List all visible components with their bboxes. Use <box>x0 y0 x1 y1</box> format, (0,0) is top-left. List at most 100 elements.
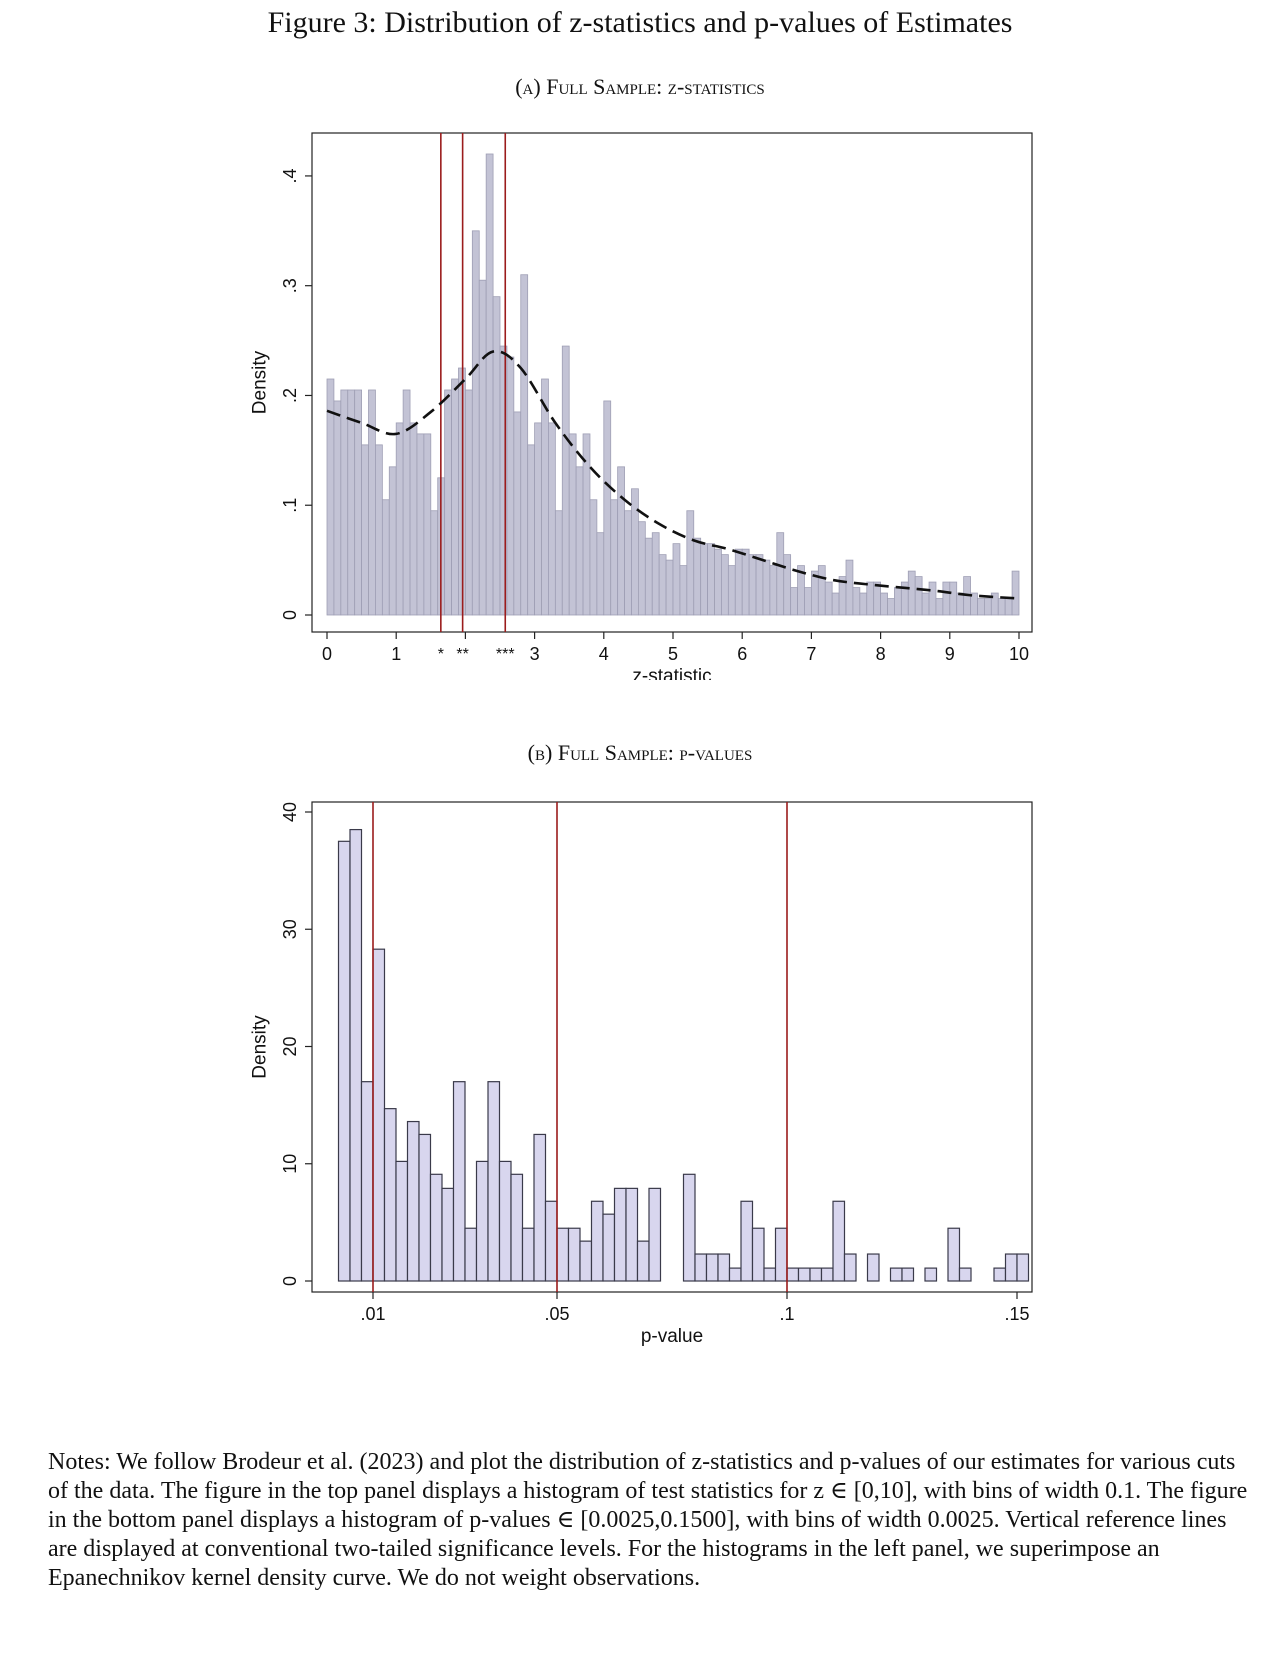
histogram-bar <box>734 548 743 616</box>
histogram-bar <box>375 444 383 616</box>
histogram-bar <box>527 444 535 616</box>
x-tick-label: 4 <box>599 644 609 664</box>
x-tick-label: 9 <box>945 644 955 664</box>
histogram-bar <box>831 592 840 616</box>
histogram-bar <box>368 389 376 616</box>
histogram-bar <box>755 554 764 616</box>
histogram-bar <box>727 565 736 616</box>
histogram-bar <box>705 1253 719 1282</box>
histogram-bar <box>603 400 612 616</box>
x-tick-label: .05 <box>544 1304 569 1324</box>
histogram-bar <box>783 554 792 616</box>
histogram-bar <box>665 559 674 616</box>
histogram-bar <box>928 581 937 616</box>
x-tick-label: .15 <box>1004 1304 1029 1324</box>
histogram-bar <box>638 521 646 616</box>
histogram-bar <box>700 543 708 616</box>
histogram-bar <box>347 389 356 616</box>
histogram-bar <box>866 581 875 616</box>
histogram-bar <box>845 559 854 616</box>
histogram-bar <box>521 1227 535 1282</box>
histogram-bar <box>636 1240 650 1282</box>
histogram-bar <box>610 499 619 616</box>
histogram-bar <box>859 592 868 616</box>
x-tick-label: 10 <box>1009 644 1029 664</box>
y-tick-label: 40 <box>280 802 300 822</box>
y-tick-label: 20 <box>280 1036 300 1056</box>
histogram-bar <box>694 1253 708 1282</box>
histogram-bar <box>769 565 778 616</box>
histogram-bar <box>993 1267 1007 1282</box>
y-tick-label: .1 <box>280 498 300 513</box>
histogram-bar <box>997 598 1006 616</box>
histogram-bar <box>326 378 335 616</box>
histogram-bar <box>360 1081 374 1282</box>
histogram-bar <box>513 411 522 616</box>
histogram-bar <box>361 444 369 616</box>
histogram-bar <box>786 1267 800 1282</box>
histogram-bar <box>589 499 598 616</box>
histogram-bar <box>372 948 386 1282</box>
histogram-bar <box>354 389 362 616</box>
histogram-bar <box>487 1081 501 1282</box>
histogram-bar <box>617 466 625 616</box>
histogram-bar <box>340 389 349 616</box>
histogram-bar <box>556 1227 570 1282</box>
histogram-bar <box>1004 598 1013 616</box>
histogram-bar <box>956 592 965 616</box>
histogram-bar <box>333 400 342 616</box>
panel-b-title: (b) Full Sample: p-values <box>527 740 753 765</box>
histogram-bar <box>510 1173 524 1282</box>
x-tick-label: .01 <box>360 1304 385 1324</box>
significance-label: * <box>438 646 444 663</box>
histogram-bar <box>924 1267 938 1282</box>
histogram-bar <box>686 510 695 616</box>
histogram-bar <box>596 532 605 616</box>
histogram-bar <box>843 1253 857 1282</box>
plot-frame <box>311 132 1033 633</box>
histogram-bar <box>935 598 944 616</box>
histogram-bar <box>381 499 390 616</box>
histogram-bar <box>423 433 432 616</box>
histogram-bar <box>602 1213 616 1282</box>
x-axis-label: z-statistic <box>632 666 711 680</box>
x-tick-label: 6 <box>737 644 747 664</box>
histogram-bar <box>402 389 411 616</box>
histogram-bar <box>914 576 923 616</box>
x-tick-label: 3 <box>530 644 540 664</box>
histogram-bar <box>958 1267 972 1282</box>
histogram-bar <box>947 1227 961 1282</box>
panel-a-title: (a) Full Sample: z-statistics <box>515 74 765 99</box>
histogram-bar <box>561 345 570 616</box>
histogram-bar <box>506 356 515 616</box>
histogram-bar <box>429 1173 443 1282</box>
histogram-bar <box>790 587 798 616</box>
histogram-bar <box>349 828 363 1282</box>
histogram-bar <box>762 559 771 616</box>
histogram-bar <box>977 598 985 616</box>
y-tick-label: .2 <box>280 388 300 403</box>
x-tick-label: .1 <box>779 1304 794 1324</box>
histogram-bar <box>797 1267 811 1282</box>
histogram-bar <box>383 1108 397 1282</box>
histogram-bar <box>672 543 681 616</box>
histogram-bar <box>444 389 452 616</box>
histogram-bar <box>409 422 418 616</box>
histogram-bar <box>832 1200 846 1282</box>
x-tick-label: 8 <box>876 644 886 664</box>
histogram-bar <box>416 433 425 616</box>
histogram-bar <box>693 537 702 616</box>
y-axis-label: Density <box>250 350 271 414</box>
y-tick-label: 0 <box>280 1276 300 1286</box>
histogram-bar <box>395 422 404 616</box>
histogram-bar <box>575 466 584 616</box>
p-value-histogram: .01 .05 .1 .15 0 10 20 30 40 p-value Density <box>250 801 1033 1347</box>
y-tick-label: 10 <box>280 1154 300 1174</box>
histogram-bar <box>748 554 757 616</box>
histogram-bar <box>651 532 660 616</box>
histogram-bar <box>548 422 556 616</box>
histogram-bar <box>590 1200 604 1282</box>
histogram-bar <box>1016 1253 1030 1282</box>
histogram-bar <box>464 1227 478 1282</box>
histogram-bar <box>648 1187 662 1282</box>
